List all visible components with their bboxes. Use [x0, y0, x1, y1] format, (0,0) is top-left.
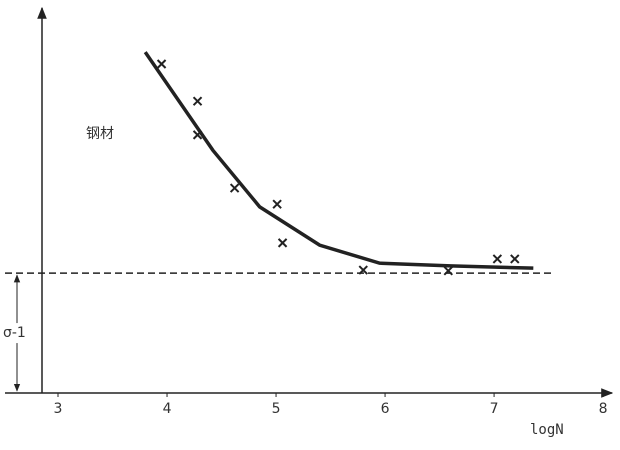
x-tick-label: 6 [381, 401, 390, 417]
x-tick-label: 5 [272, 401, 281, 417]
x-tick-label: 8 [599, 401, 608, 417]
data-point [156, 59, 167, 69]
point-cross [492, 254, 503, 264]
data-point [358, 265, 368, 275]
data-point [192, 96, 203, 106]
data-point [229, 183, 240, 193]
annotation: 钢材 [86, 126, 114, 142]
data-point [192, 130, 203, 140]
limit-label-bg [2, 323, 34, 344]
point-cross [510, 254, 520, 264]
data-point [510, 254, 520, 264]
x-tick-label: 3 [54, 401, 63, 417]
point-cross [443, 266, 454, 276]
data-point [272, 199, 282, 209]
point-cross [156, 59, 167, 69]
point-cross [277, 238, 288, 248]
fit-curve [143, 51, 534, 270]
data-point [277, 238, 288, 248]
point-cross [192, 130, 203, 140]
point-cross [358, 265, 368, 275]
limit-label: σ-1 [3, 325, 26, 341]
x-tick-label: 7 [490, 401, 499, 417]
x-axis-label: logN [530, 422, 564, 438]
data-point [492, 254, 503, 264]
point-cross [229, 183, 240, 193]
x-tick-label: 4 [163, 401, 172, 417]
point-cross [272, 199, 282, 209]
data-point [443, 266, 454, 276]
point-cross [192, 96, 203, 106]
